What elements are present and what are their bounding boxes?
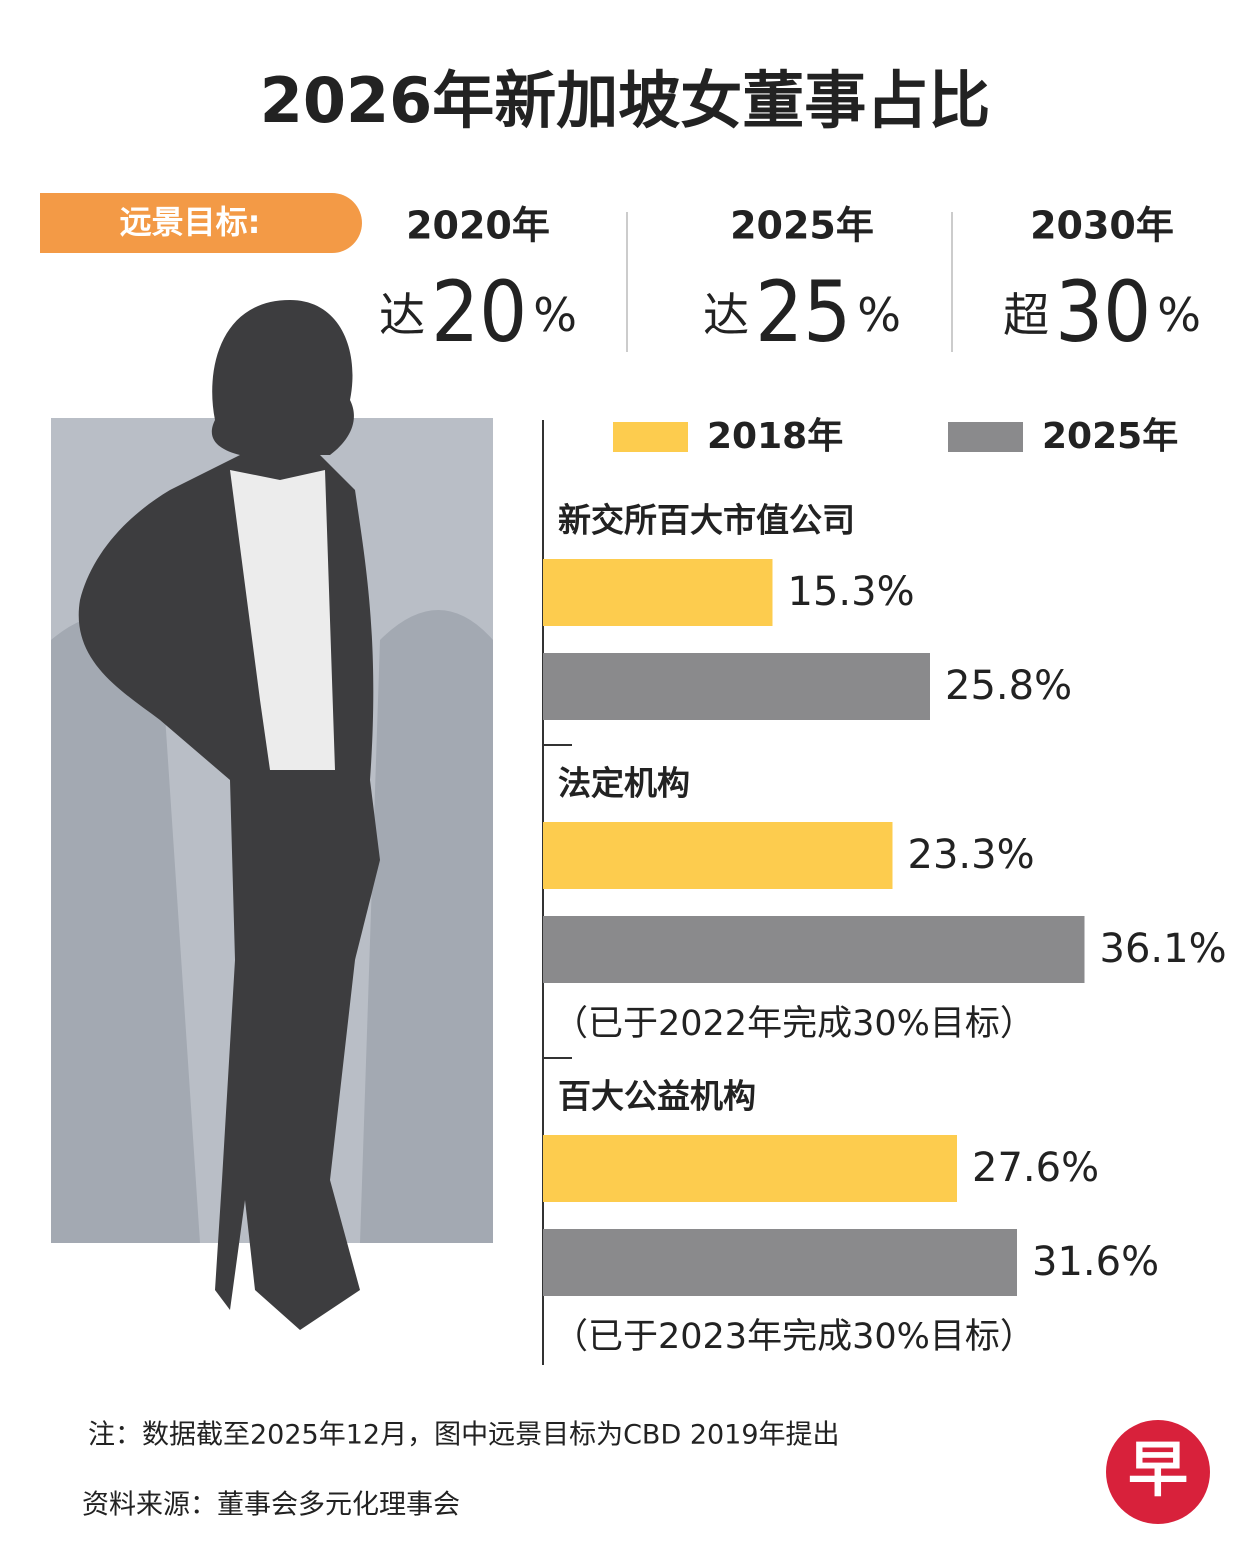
target-value: 20: [431, 263, 527, 361]
logo: 早: [1128, 1436, 1188, 1506]
target-value-group: 达25%: [703, 263, 901, 361]
value-label: 25.8%: [945, 663, 1072, 709]
target-year: 2025年: [730, 204, 874, 248]
value-label: 27.6%: [972, 1145, 1099, 1191]
target-prefix: 达: [379, 288, 425, 342]
category-label: 法定机构: [558, 764, 690, 803]
title: 2026年新加坡女董事占比: [260, 64, 991, 137]
target-unit: %: [857, 288, 901, 342]
value-label: 31.6%: [1032, 1239, 1159, 1285]
legend-label: 2018年: [707, 416, 843, 457]
bar: [543, 916, 1085, 983]
bar: [543, 1135, 957, 1202]
footnote: 注：数据截至2025年12月，图中远景目标为CBD 2019年提出: [88, 1420, 840, 1451]
target-year: 2030年: [1030, 204, 1174, 248]
legend-swatch: [613, 422, 688, 452]
target-unit: %: [533, 288, 577, 342]
bar: [543, 653, 930, 720]
value-label: 15.3%: [788, 569, 915, 615]
target-value: 25: [755, 263, 851, 361]
category-note: （已于2023年完成30%目标）: [553, 1317, 1035, 1357]
category-label: 百大公益机构: [558, 1077, 756, 1116]
value-label: 23.3%: [908, 832, 1035, 878]
legend-label: 2025年: [1042, 416, 1178, 457]
target-value: 30: [1055, 263, 1151, 361]
target-year: 2020年: [406, 204, 550, 248]
target-unit: %: [1157, 288, 1201, 342]
target-value-group: 超30%: [1003, 263, 1201, 361]
source: 资料来源：董事会多元化理事会: [82, 1490, 460, 1521]
bar: [543, 559, 773, 626]
bar: [543, 822, 893, 889]
silhouette: [78, 300, 381, 1330]
target-prefix: 达: [703, 288, 749, 342]
target-tag: [40, 193, 362, 253]
target-value-group: 达20%: [379, 263, 577, 361]
bar: [543, 1229, 1017, 1296]
category-label: 新交所百大市值公司: [558, 501, 855, 540]
legend-swatch: [948, 422, 1023, 452]
target-prefix: 超: [1003, 288, 1049, 342]
target-label: 远景目标:: [120, 203, 261, 241]
category-note: （已于2022年完成30%目标）: [553, 1004, 1035, 1044]
value-label: 36.1%: [1100, 926, 1227, 972]
logo-circle: [1106, 1420, 1210, 1524]
crowd-shape: [51, 610, 493, 1243]
